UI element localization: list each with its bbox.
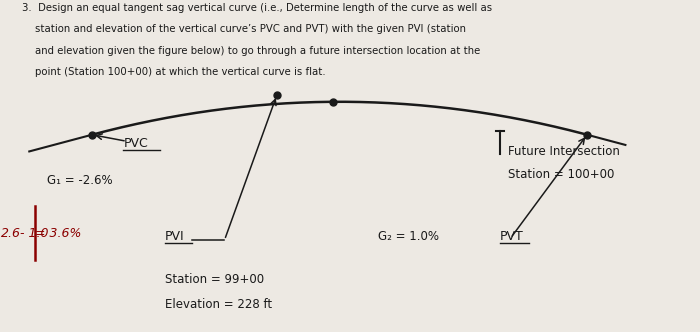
Text: point (Station 100+00) at which the vertical curve is flat.: point (Station 100+00) at which the vert… [22,67,326,77]
Text: - 1.0: - 1.0 [20,227,48,240]
Text: Future Intersection: Future Intersection [508,145,620,158]
Text: 3.  Design an equal tangent sag vertical curve (i.e., Determine length of the cu: 3. Design an equal tangent sag vertical … [22,3,492,13]
Text: and elevation given the figure below) to go through a future intersection locati: and elevation given the figure below) to… [22,46,481,56]
Text: Elevation = 228 ft: Elevation = 228 ft [165,298,272,311]
Text: = 3.6%: = 3.6% [35,227,81,240]
Text: PVT: PVT [500,230,524,243]
Text: station and elevation of the vertical curve’s PVC and PVT) with the given PVI (s: station and elevation of the vertical cu… [22,25,466,35]
Text: Station = 100+00: Station = 100+00 [508,168,615,181]
Text: PVI: PVI [165,230,185,243]
Text: Station = 99+00: Station = 99+00 [165,273,265,286]
Text: PVC: PVC [123,136,148,149]
Text: 2.6: 2.6 [1,227,22,240]
Text: G₂ = 1.0%: G₂ = 1.0% [378,230,439,243]
Text: G₁ = -2.6%: G₁ = -2.6% [47,174,112,187]
